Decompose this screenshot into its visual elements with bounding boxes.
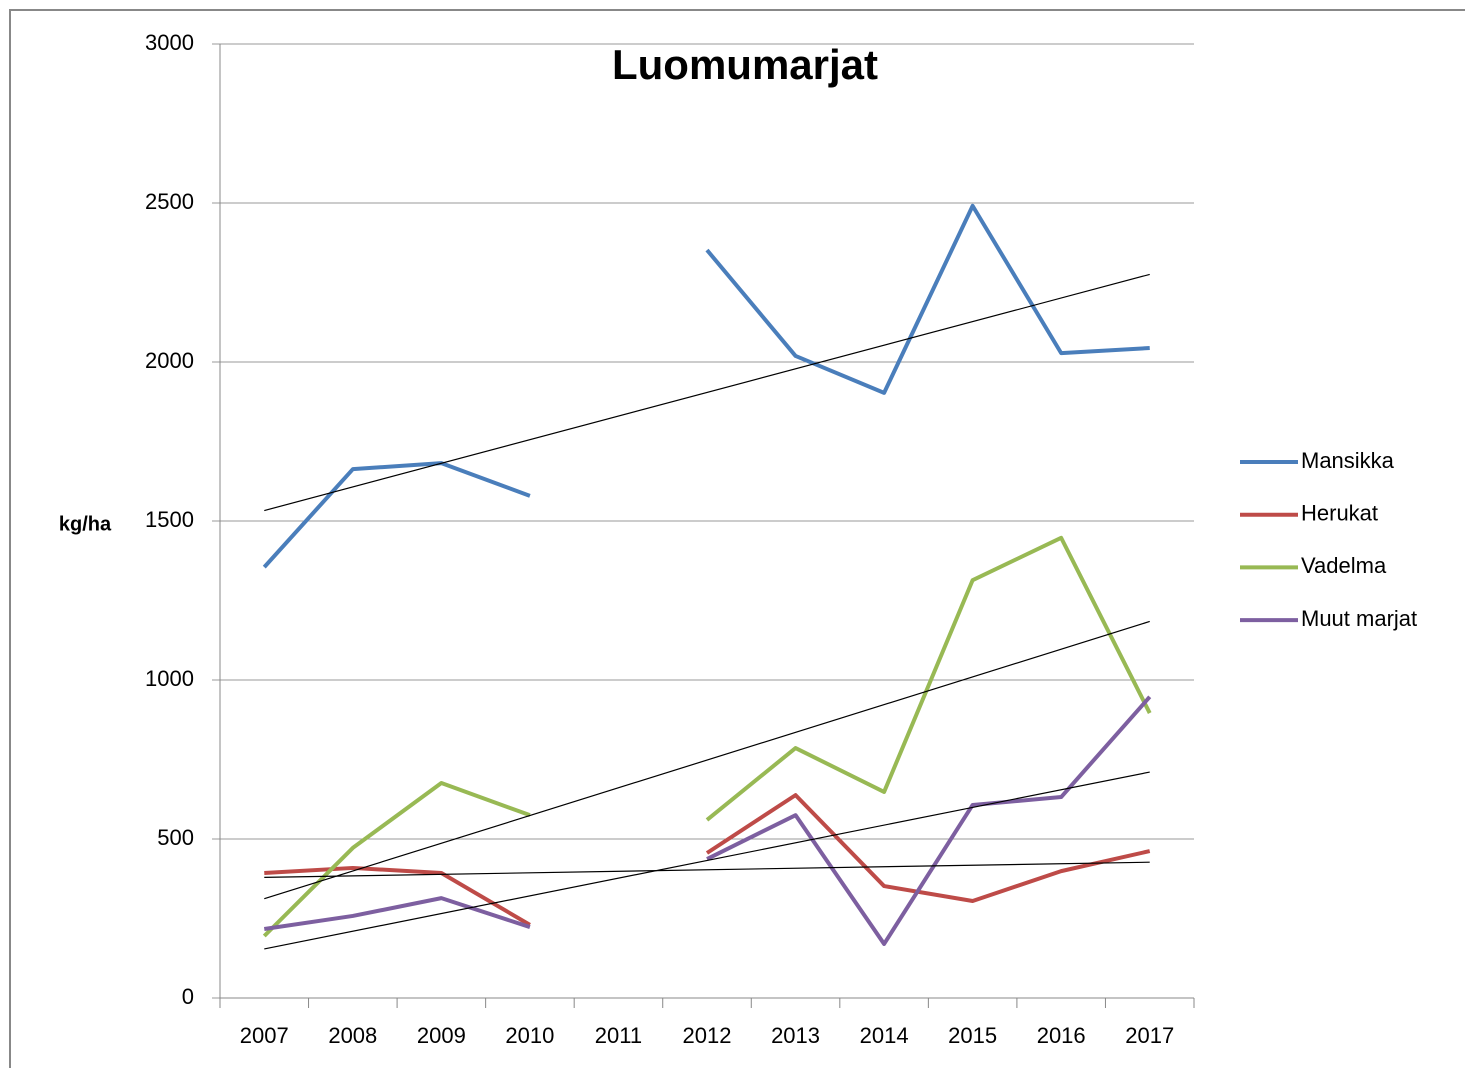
y-tick-label: 2000 — [145, 348, 194, 373]
legend-label: Vadelma — [1301, 553, 1387, 578]
series-line — [264, 793, 1151, 927]
trendline — [264, 771, 1150, 950]
y-tick-label: 2500 — [145, 189, 194, 214]
y-tick-label: 500 — [157, 825, 194, 850]
y-tick-label: 1000 — [145, 666, 194, 691]
legend-label: Herukat — [1301, 501, 1378, 526]
x-tick-label: 2015 — [948, 1023, 997, 1048]
x-tick-label: 2017 — [1125, 1023, 1174, 1048]
x-tick-label: 2009 — [417, 1023, 466, 1048]
legend-label: Muut marjat — [1301, 606, 1417, 631]
x-tick-label: 2014 — [860, 1023, 909, 1048]
x-tick-label: 2008 — [328, 1023, 377, 1048]
y-tick-label: 0 — [182, 984, 194, 1009]
chart-border — [9, 9, 1465, 1068]
x-tick-label: 2012 — [683, 1023, 732, 1048]
y-axis-label: kg/ha — [59, 513, 112, 535]
x-tick-label: 2016 — [1037, 1023, 1086, 1048]
y-tick-label: 1500 — [145, 507, 194, 532]
y-tick-label: 3000 — [145, 30, 194, 55]
legend-label: Mansikka — [1301, 448, 1395, 473]
trendline — [264, 861, 1150, 878]
x-tick-label: 2010 — [505, 1023, 554, 1048]
x-tick-label: 2007 — [240, 1023, 289, 1048]
series-line — [262, 203, 1150, 569]
series-line — [263, 695, 1152, 946]
series-line — [262, 535, 1152, 938]
trendline — [264, 620, 1150, 900]
trendline — [264, 273, 1150, 512]
x-tick-label: 2011 — [595, 1023, 642, 1048]
chart-title: Luomumarjat — [612, 41, 878, 88]
x-tick-label: 2013 — [771, 1023, 820, 1048]
